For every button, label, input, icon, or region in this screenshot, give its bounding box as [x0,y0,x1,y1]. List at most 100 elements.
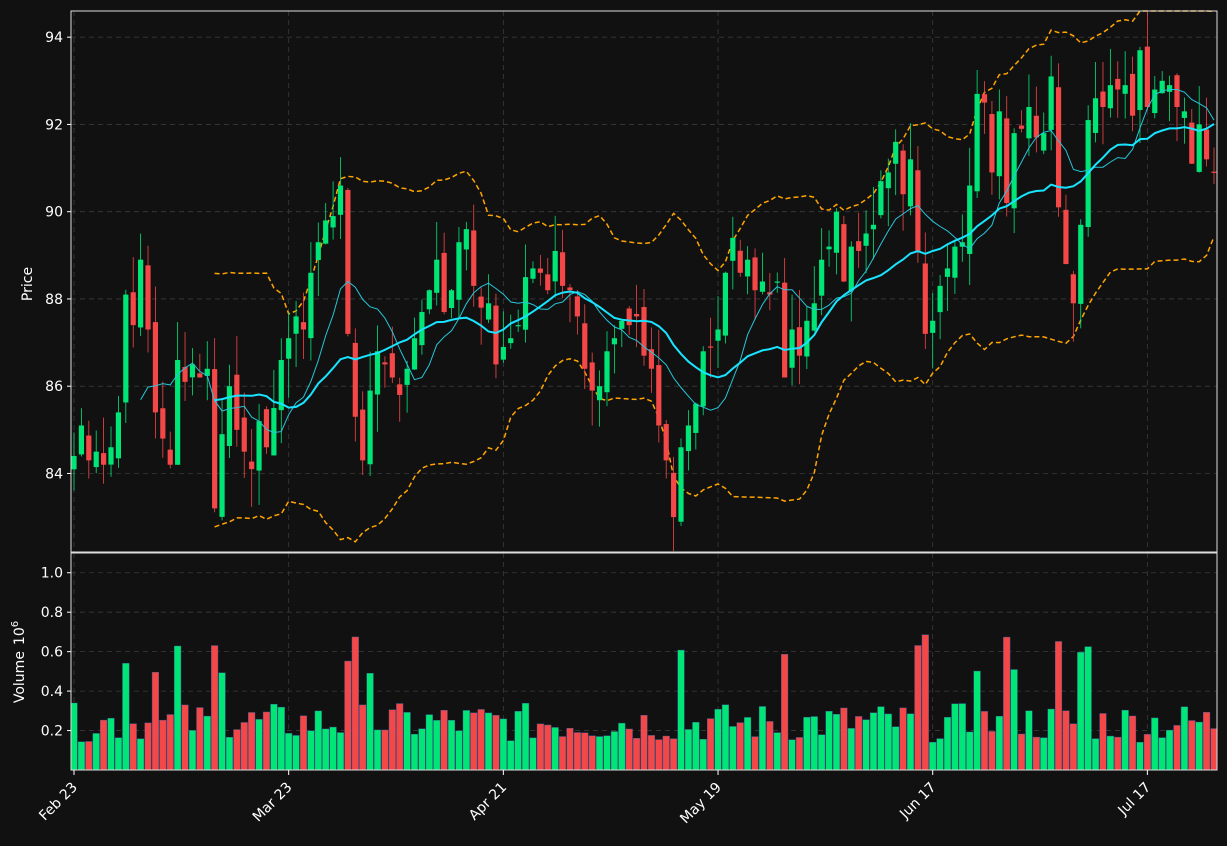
volume-bar [1203,712,1211,771]
volume-bar [277,706,285,771]
volume-bar [107,718,115,771]
candle-body [574,296,580,317]
x-tick-label: Jun 17 [896,780,939,823]
candle-body [685,425,692,452]
volume-bar [522,703,530,771]
volume-bar [1136,742,1144,771]
candle-body [1189,122,1195,164]
candle-body [530,268,536,279]
candle-body [559,252,566,286]
candle-body [804,320,810,357]
candle-body [1055,87,1062,208]
volume-bar [1084,646,1092,771]
candle-body [337,185,344,215]
candle-body [907,159,914,207]
volume-bar [744,717,752,771]
candle-body [508,338,514,344]
volume-bar [588,735,596,771]
volume-panel-frame [70,552,1218,771]
candle-body [152,322,159,413]
candle-body [1011,133,1017,209]
candle-body [737,250,743,273]
candle-body [485,303,492,320]
volume-bar [966,731,974,771]
candle-body [922,263,928,334]
volume-bar [1166,729,1174,771]
volume-bar [788,739,796,771]
volume-bar [1210,728,1218,771]
candle-body [330,216,336,228]
candle-body [256,421,262,471]
volume-bar [699,739,707,771]
candle-body [278,360,284,411]
price-ytick-label: 84 [45,466,63,482]
volume-bar [448,720,456,771]
volume-bar [929,741,937,771]
volume-bar [714,709,722,771]
volume-bar [1025,710,1033,771]
volume-bar [70,702,78,771]
candle-body [167,449,173,465]
volume-bar [292,735,300,771]
candle-body [885,172,891,189]
volume-bar [1032,736,1040,771]
volume-bar [1092,738,1100,771]
candle-body [389,353,395,378]
volume-bar [640,715,648,771]
volume-bar [92,733,100,771]
candle-body [515,325,521,327]
volume-bar [544,724,552,771]
candle-body [86,435,92,461]
volume-bar [847,728,855,771]
candle-body [1100,91,1106,107]
price-ytick-label: 90 [45,205,63,221]
volume-bar [536,723,544,771]
candle-body [434,259,440,293]
volume-bar [559,736,567,771]
candle-body [944,268,951,277]
candle-body [989,114,995,173]
candle-body [323,220,329,244]
volume-bar [359,704,367,771]
volume-bar [262,711,270,771]
volume-bar [144,722,152,771]
candle-body [175,360,181,465]
candle-body [308,272,314,339]
candle-body [863,233,869,246]
volume-bar [1047,708,1055,771]
candle-body [1115,78,1121,90]
volume-bar [351,636,359,771]
volume-axis-label-base: 10 [12,627,28,645]
candle-body [708,346,714,348]
candle-body [915,170,921,251]
volume-bar [995,715,1003,771]
x-tick-label: Apr 21 [466,780,510,824]
candle-body [596,386,603,401]
volume-bar [914,645,922,771]
candle-body [471,230,477,286]
bollinger-bands [214,10,1215,543]
candle-body [819,259,825,296]
candle-body [293,316,299,334]
price-axis-label: Price [20,267,36,301]
volume-bar [440,710,448,771]
volume-bar [1003,636,1011,771]
candle-body [656,365,662,426]
volume-bar [455,730,463,771]
volume-bar [921,634,929,771]
volume-bar [818,734,826,771]
volume-bar [1106,735,1114,771]
candle-body [374,351,381,395]
volume-bar [1158,737,1166,771]
candle-body [552,250,558,282]
candle-body [878,181,884,216]
volume-ytick-label: 0.6 [41,645,63,661]
candle-body [811,303,817,331]
candle-body [611,338,617,345]
candle-body [900,150,906,195]
candle-body [678,447,684,522]
candle-body [567,287,573,291]
volume-bar [181,704,189,771]
candle-body [700,351,706,407]
